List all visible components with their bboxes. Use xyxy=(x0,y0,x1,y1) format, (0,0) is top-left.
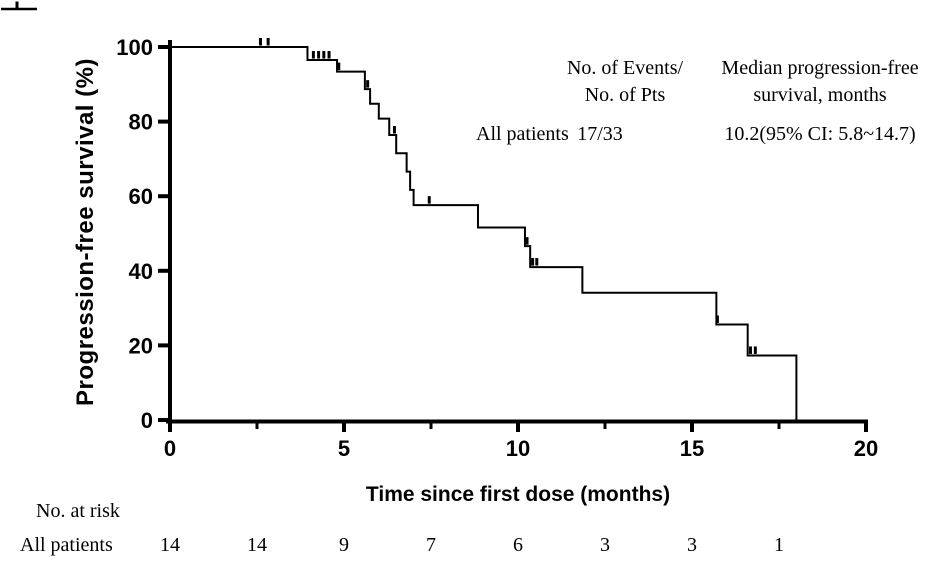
legend-header-events-line1: No. of Events/ xyxy=(566,57,684,79)
x-tick-label: 5 xyxy=(338,436,350,461)
legend-median-value: 10.2(95% CI: 5.8~14.7) xyxy=(724,123,916,145)
legend-header-median-line2: survival, months xyxy=(753,84,887,106)
y-tick-label: 60 xyxy=(129,184,153,209)
x-tick-label: 15 xyxy=(680,436,704,461)
risk-count: 1 xyxy=(774,534,784,556)
y-tick-label: 0 xyxy=(141,408,153,433)
km-step-curve xyxy=(170,46,798,420)
legend-series-label: All patients xyxy=(476,123,569,145)
y-axis-title: Progression-free survival (%) xyxy=(72,58,99,406)
legend-events-value: 17/33 xyxy=(577,123,623,145)
risk-table-row-label: All patients xyxy=(20,534,113,556)
legend-header-events-line2: No. of Pts xyxy=(584,84,666,106)
x-tick-label: 0 xyxy=(164,436,176,461)
x-tick-label: 10 xyxy=(506,436,530,461)
risk-count: 3 xyxy=(687,534,697,556)
y-tick-label: 20 xyxy=(129,333,153,358)
risk-count: 6 xyxy=(513,534,523,556)
risk-count: 14 xyxy=(247,534,267,556)
x-tick-label: 20 xyxy=(854,436,878,461)
x-axis-title: Time since first dose (months) xyxy=(365,483,671,506)
risk-count: 9 xyxy=(339,534,349,556)
y-tick-label: 40 xyxy=(129,259,153,284)
legend-header-median-line1: Median progression-free xyxy=(721,57,919,79)
risk-count: 14 xyxy=(160,534,180,556)
risk-count: 3 xyxy=(600,534,610,556)
y-tick-label: 80 xyxy=(129,110,153,135)
y-tick-label: 100 xyxy=(116,35,153,60)
risk-table-title: No. at risk xyxy=(36,500,120,522)
risk-count: 7 xyxy=(426,534,436,556)
legend-line-censor-marker-icon xyxy=(1,1,37,11)
